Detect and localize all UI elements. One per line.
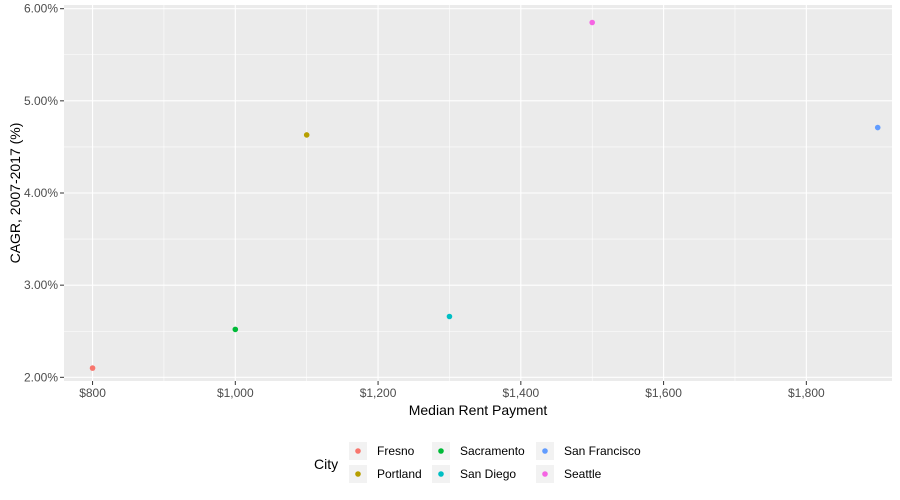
legend-label: Fresno: [377, 444, 415, 458]
y-tick-label: 6.00%: [24, 2, 58, 16]
legend-marker: [438, 448, 444, 454]
legend-label: San Diego: [460, 467, 516, 481]
x-tick-label: $1,600: [645, 386, 682, 400]
legend-marker: [542, 471, 548, 477]
axis-ticks: $800 $1,000 $1,200 $1,400 $1,600 $1,800 2.00% 3…: [24, 2, 825, 400]
major-gridlines: [64, 5, 892, 381]
x-tick-label: $800: [79, 386, 106, 400]
y-tick-label: 4.00%: [24, 186, 58, 200]
legend-label: Seattle: [564, 467, 602, 481]
data-point: [874, 124, 881, 131]
legend-marker: [355, 448, 361, 454]
legend: City Fresno Portland Sacramento San Diego Sa…: [314, 442, 641, 483]
legend-label: San Francisco: [564, 444, 641, 458]
data-points: [89, 19, 881, 371]
legend-marker: [355, 471, 361, 477]
data-point: [446, 313, 453, 320]
x-tick-label: $1,200: [360, 386, 397, 400]
legend-marker: [542, 448, 548, 454]
x-tick-label: $1,800: [788, 386, 825, 400]
y-tick-label: 5.00%: [24, 94, 58, 108]
y-tick-label: 2.00%: [24, 370, 58, 384]
data-point: [232, 326, 239, 333]
x-tick-label: $1,000: [217, 386, 254, 400]
data-point: [589, 19, 596, 26]
x-tick-label: $1,400: [502, 386, 539, 400]
y-axis-title: CAGR, 2007-2017 (%): [7, 123, 23, 264]
legend-label: Sacramento: [460, 444, 525, 458]
legend-title: City: [314, 456, 338, 472]
legend-marker: [438, 471, 444, 477]
data-point: [89, 365, 96, 371]
data-point: [303, 132, 310, 138]
x-axis-title: Median Rent Payment: [409, 402, 548, 418]
legend-label: Portland: [377, 467, 422, 481]
y-tick-label: 3.00%: [24, 278, 58, 292]
